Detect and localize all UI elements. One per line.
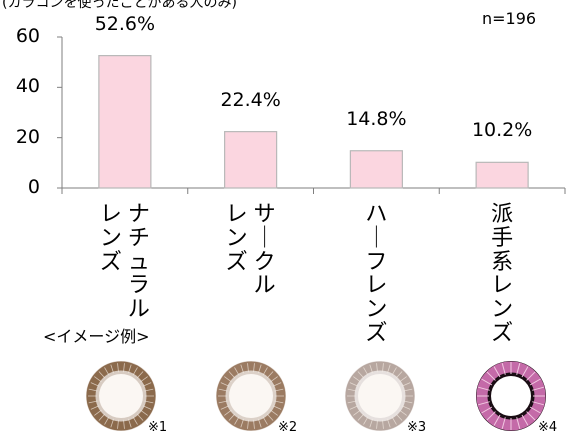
data-label: 10.2% [471,119,533,142]
chart: (カラコンを使ったことがある人のみ) n=196 0 20 40 60 52.6% 22… [2,0,566,345]
bar [224,131,278,189]
natural-lens-icon [86,361,156,431]
half-lens-icon [345,361,415,431]
bar [98,55,152,189]
category-label: サ｜クル [253,202,276,299]
lens-image [84,358,164,433]
lens-image [474,358,554,433]
footnote-mark: ※2 [278,420,298,435]
data-label: 22.4% [220,88,281,111]
bar [475,161,529,189]
data-label: 52.6% [94,12,156,35]
y-tick-label: 20 [15,125,40,148]
sample-size-label: n=196 [482,9,537,28]
category-label: ハ｜フレンズ [365,202,388,346]
category-label: レンズ [99,202,122,275]
category-label: 派手系レンズ [491,202,514,346]
lens-image [214,358,294,433]
y-tick-label: 0 [27,176,40,198]
circle-lens-icon [216,361,286,431]
y-tick-label: 60 [15,25,40,47]
y-tick-label: 40 [15,75,40,98]
category-label: ナチュラル [127,202,150,322]
lens-image [343,358,423,433]
example-images-label: <イメージ例> [43,327,150,346]
chart-header: (カラコンを使ったことがある人のみ) [2,0,237,11]
category-label: レンズ [225,202,248,275]
bar-chart-svg [57,36,566,194]
footnote-mark: ※3 [407,420,427,435]
bar [349,150,403,189]
data-label: 14.8% [346,107,407,130]
footnote-mark: ※1 [148,420,168,435]
footnote-mark: ※4 [538,420,558,435]
flashy-lens-icon [476,361,546,431]
